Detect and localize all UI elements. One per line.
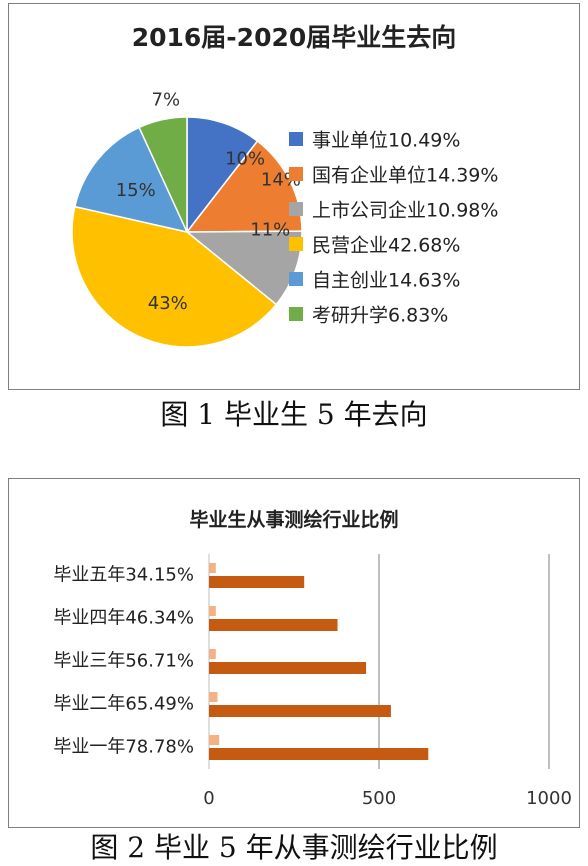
figure-1-caption: 图 1 毕业生 5 年去向 (160, 398, 428, 431)
legend-swatch (289, 167, 303, 181)
x-tick-label: 500 (362, 788, 396, 809)
legend-entry: 考研升学6.83% (312, 305, 448, 327)
bar-chart-frame: 毕业生从事测绘行业比例 毕业一年78.78% 毕业二年65.49% 毕业三年56.7… (8, 478, 580, 828)
pie-data-label: 15% (116, 180, 156, 201)
bar-series-2 (209, 705, 391, 717)
legend-swatch (289, 272, 303, 286)
pie-chart-title: 2016届-2020届毕业生去向 (132, 23, 457, 52)
category-label: 毕业五年34.15% (53, 565, 194, 586)
pie-slice (73, 126, 189, 234)
bar-series-2 (209, 576, 305, 588)
pie-chart: 2016届-2020届毕业生去向 10%14%11%43%15%7% 事业单位1… (71, 23, 498, 348)
legend-entry: 自主创业14.63% (312, 270, 460, 292)
category-label: 毕业三年56.71% (53, 651, 194, 672)
bar-series-2 (209, 662, 367, 674)
legend-swatch (289, 237, 303, 251)
pie-data-label: 11% (250, 220, 290, 241)
bar-series-1 (209, 649, 216, 659)
pie-data-label: 43% (148, 293, 188, 314)
figure-2-caption: 图 2 毕业 5 年从事测绘行业比例 (90, 831, 498, 864)
category-label: 毕业四年46.34% (53, 608, 194, 629)
bar-chart: 毕业生从事测绘行业比例 毕业一年78.78% 毕业二年65.49% 毕业三年56.7… (53, 508, 572, 809)
pie-chart-frame: 2016届-2020届毕业生去向 10% 14% 11% 43% 15% 7% 事业单位1… (8, 3, 580, 390)
pie-slice (138, 116, 188, 233)
bar-chart-title: 毕业生从事测绘行业比例 (189, 508, 398, 531)
legend-swatch (289, 202, 303, 216)
legend-entry: 上市公司企业10.98% (312, 200, 498, 222)
legend-swatch (289, 132, 303, 146)
legend-swatch (289, 307, 303, 321)
category-label: 毕业一年78.78% (53, 737, 194, 758)
legend-entry: 国有企业单位14.39% (312, 165, 498, 187)
pie-slice (184, 230, 303, 306)
bar-series-2 (209, 619, 338, 631)
x-tick-label: 0 (203, 788, 214, 809)
category-label: 毕业二年65.49% (53, 694, 194, 715)
legend-entry: 民营企业42.68% (312, 235, 460, 257)
bar-series-1 (209, 735, 220, 745)
pie-data-label: 10% (225, 149, 265, 170)
bar-series-2 (209, 748, 429, 760)
x-tick-label: 1000 (526, 788, 572, 809)
pie-slice (186, 116, 259, 235)
pie-data-label: 7% (152, 89, 181, 110)
legend-entry: 事业单位10.49% (312, 130, 460, 152)
bar-series-1 (209, 606, 216, 616)
pie-slice (71, 205, 278, 348)
bar-series-1 (209, 692, 218, 702)
bar-series-1 (209, 563, 216, 573)
